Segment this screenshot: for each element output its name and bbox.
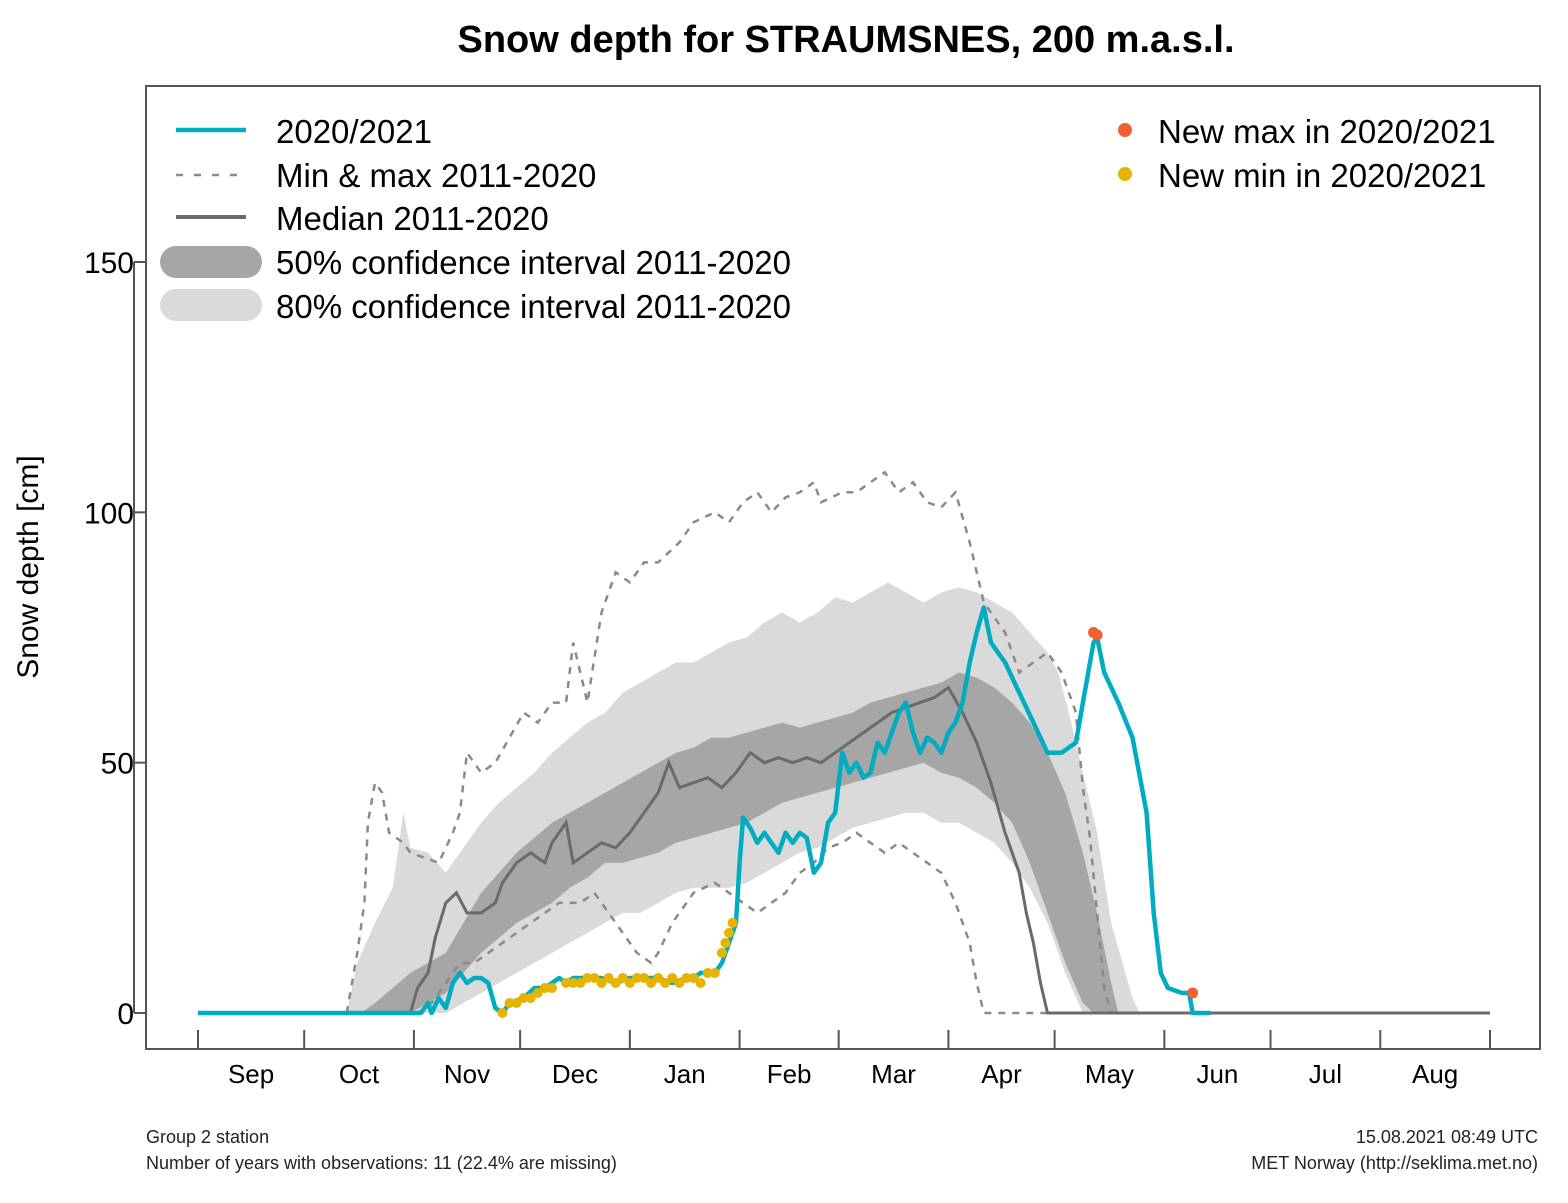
max-line <box>345 470 1113 1014</box>
new-min-point <box>723 927 734 938</box>
new-min-point <box>716 947 727 958</box>
new-min-markers <box>497 917 738 1018</box>
plot-frame <box>145 85 1541 1050</box>
new-min-point <box>688 972 699 983</box>
new-max-markers <box>1088 626 1199 999</box>
legend-label-new-max: New max in 2020/2021 <box>1158 113 1496 150</box>
x-tick-label-nov: Nov <box>444 1059 490 1089</box>
x-tick-label-jan: Jan <box>664 1059 706 1089</box>
new-max-point <box>1187 987 1199 999</box>
new-min-point <box>631 972 642 983</box>
legend-label-median: Median 2011-2020 <box>276 200 549 237</box>
new-min-point <box>660 977 671 988</box>
new-min-point <box>617 972 628 983</box>
new-min-point <box>596 977 607 988</box>
legend-label-ci80: 80% confidence interval 2011-2020 <box>276 288 791 325</box>
plot-area <box>145 85 1541 1050</box>
x-tick-label-jun: Jun <box>1196 1059 1238 1089</box>
legend-label-current: 2020/2021 <box>276 113 432 150</box>
legend-swatch-new-min <box>1118 167 1132 181</box>
new-min-point <box>727 917 738 928</box>
new-min-point <box>720 937 731 948</box>
x-tick-label-oct: Oct <box>339 1059 380 1089</box>
new-min-point <box>568 977 579 988</box>
footer-timestamp: 15.08.2021 08:49 UTC <box>1355 1127 1538 1147</box>
new-min-point <box>518 992 529 1003</box>
new-min-point <box>582 972 593 983</box>
new-min-point <box>561 977 572 988</box>
new-min-point <box>610 977 621 988</box>
new-min-point <box>646 977 657 988</box>
y-axis-label: Snow depth [cm] <box>12 455 45 678</box>
y-axis: 0 50 100 150 <box>84 247 146 1031</box>
y-tick-label: 0 <box>117 998 134 1031</box>
min-line <box>346 831 1112 1015</box>
new-min-point <box>532 987 543 998</box>
new-min-point <box>603 972 614 983</box>
x-tick-label-aug: Aug <box>1412 1059 1458 1089</box>
new-min-point <box>674 977 685 988</box>
footer-left: Group 2 station Number of years with obs… <box>146 1124 617 1176</box>
legend-label-minmax: Min & max 2011-2020 <box>276 157 596 194</box>
new-min-point <box>624 977 635 988</box>
footer-right: 15.08.2021 08:49 UTC MET Norway (http://… <box>1251 1124 1538 1176</box>
new-min-point <box>511 997 522 1008</box>
x-tick-label-jul: Jul <box>1309 1059 1342 1089</box>
new-min-point <box>497 1008 508 1018</box>
legend-label-ci50: 50% confidence interval 2011-2020 <box>276 244 791 281</box>
new-min-point <box>709 967 720 978</box>
new-max-point <box>1091 629 1103 641</box>
new-min-point <box>575 977 586 988</box>
footer-observations: Number of years with observations: 11 (2… <box>146 1153 617 1173</box>
y-tick-label: 100 <box>84 497 134 530</box>
y-tick-label: 150 <box>84 247 134 280</box>
new-min-point <box>639 972 650 983</box>
legend-left: 2020/2021 Min & max 2011-2020 Median 201… <box>160 113 791 325</box>
footer-source: MET Norway (http://seklima.met.no) <box>1251 1153 1538 1173</box>
x-tick-label-apr: Apr <box>981 1059 1022 1089</box>
x-tick-label-dec: Dec <box>552 1059 598 1089</box>
new-min-point <box>589 972 600 983</box>
new-min-point <box>667 972 678 983</box>
new-min-point <box>504 997 515 1008</box>
new-min-point <box>695 977 706 988</box>
legend-right: New max in 2020/2021 New min in 2020/202… <box>1118 113 1496 194</box>
footer-station-group: Group 2 station <box>146 1127 270 1147</box>
ci50-band <box>360 672 1119 1013</box>
x-tick-label-may: May <box>1085 1059 1134 1089</box>
legend-label-new-min: New min in 2020/2021 <box>1158 157 1486 194</box>
chart-title: Snow depth for STRAUMSNES, 200 m.a.s.l. <box>457 19 1234 61</box>
x-tick-label-mar: Mar <box>871 1059 916 1089</box>
y-tick-label: 50 <box>101 748 134 781</box>
new-min-point <box>525 992 536 1003</box>
x-tick-label-sep: Sep <box>228 1059 274 1089</box>
x-axis: Sep Oct Nov Dec Jan Feb Mar Apr May Jun Jul Aug <box>197 1030 1491 1089</box>
new-min-point <box>681 972 692 983</box>
x-tick-label-feb: Feb <box>767 1059 812 1089</box>
new-min-point <box>539 982 550 993</box>
new-min-point <box>702 967 713 978</box>
new-min-point <box>546 982 557 993</box>
new-min-point <box>653 972 664 983</box>
legend-swatch-new-max <box>1118 123 1132 137</box>
